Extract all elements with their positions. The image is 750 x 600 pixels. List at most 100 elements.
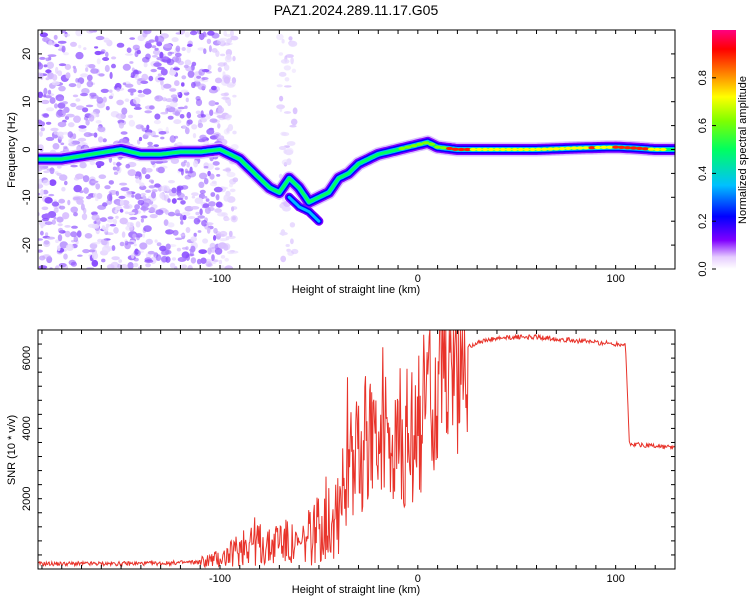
noise-dot — [57, 223, 63, 227]
noise-dot — [133, 106, 142, 110]
noise-dot — [60, 142, 65, 146]
noise-dot — [116, 99, 124, 106]
noise-dot — [88, 249, 96, 253]
noise-dot — [193, 217, 201, 225]
noise-dot — [217, 123, 221, 129]
noise-dot — [181, 47, 186, 51]
ridge-hotspot — [451, 147, 459, 151]
noise-dot — [119, 208, 124, 213]
noise-dot — [186, 45, 191, 54]
noise-dot — [85, 119, 90, 126]
noise-dot — [186, 161, 190, 168]
noise-dot — [43, 94, 47, 98]
ridge-hotspot — [647, 147, 655, 151]
noise-dot — [196, 75, 202, 79]
noise-dot — [215, 41, 220, 45]
noise-dot — [131, 253, 135, 259]
noise-dot — [88, 114, 95, 122]
noise-dot — [171, 257, 177, 261]
noise-dot — [217, 135, 225, 142]
noise-dot — [198, 68, 205, 76]
noise-dot — [215, 194, 220, 201]
noise-dot — [105, 106, 110, 111]
noise-dot — [141, 167, 147, 175]
colorbar-tick-label: 0.8 — [697, 70, 709, 85]
noise-dot — [157, 73, 163, 77]
noise-dot — [140, 218, 144, 223]
noise-dot — [170, 101, 178, 108]
noise-dot — [58, 63, 67, 67]
noise-dot — [283, 111, 292, 114]
noise-dot — [95, 120, 102, 124]
noise-dot — [204, 206, 211, 214]
ridge-hotspot — [416, 142, 424, 146]
noise-dot — [159, 51, 164, 59]
ridge-hotspot — [546, 147, 554, 151]
noise-dot — [229, 188, 236, 193]
noise-dot — [168, 180, 175, 184]
noise-dot — [53, 34, 58, 40]
noise-dot — [177, 92, 181, 96]
noise-dot — [54, 265, 60, 269]
noise-dot — [52, 143, 60, 150]
noise-dot — [89, 160, 96, 166]
noise-dot — [44, 221, 53, 226]
noise-dot — [134, 171, 142, 178]
noise-dot — [211, 48, 218, 53]
noise-dot — [219, 230, 228, 237]
noise-dot — [113, 218, 118, 225]
noise-dot — [149, 214, 158, 219]
noise-dot — [93, 221, 97, 224]
noise-dot — [137, 35, 145, 42]
noise-dot — [65, 113, 75, 118]
noise-dot — [203, 165, 209, 169]
ridge-hotspot — [570, 146, 578, 150]
noise-dot — [91, 241, 101, 245]
y-tick-label: 20 — [21, 48, 33, 60]
noise-dot — [203, 48, 207, 55]
ridge-hotspot — [475, 147, 483, 152]
noise-dot — [185, 227, 191, 233]
noise-dot — [148, 185, 156, 189]
ridge-hotspot — [463, 147, 471, 152]
noise-dot — [102, 138, 107, 143]
noise-dot — [114, 82, 122, 90]
noise-dot — [157, 66, 165, 70]
noise-dot — [54, 43, 60, 48]
noise-dot — [51, 201, 60, 207]
noise-dot — [139, 242, 148, 250]
noise-dot — [107, 216, 114, 220]
noise-dot — [152, 55, 158, 58]
noise-dot — [151, 191, 156, 199]
noise-dot — [199, 208, 203, 216]
noise-dot — [56, 172, 62, 176]
noise-dot — [65, 72, 71, 79]
ridge-hotspot — [653, 147, 661, 152]
noise-dot — [51, 219, 56, 225]
noise-dot — [213, 235, 217, 241]
noise-dot — [73, 115, 81, 123]
noise-dot — [232, 177, 239, 183]
noise-dot — [187, 170, 197, 178]
noise-dot — [120, 187, 130, 192]
noise-dot — [214, 102, 219, 105]
ridge-hotspot — [404, 145, 412, 149]
noise-dot — [70, 231, 78, 238]
noise-dot — [229, 183, 233, 188]
noise-dot — [226, 53, 232, 61]
noise-dot — [38, 178, 43, 185]
noise-dot — [101, 225, 106, 231]
noise-dot — [231, 77, 237, 84]
noise-dot — [47, 54, 57, 57]
ridge-hotspot — [659, 147, 667, 152]
ridge-hotspot — [487, 147, 495, 152]
noise-dot — [57, 234, 63, 242]
noise-dot — [159, 192, 165, 199]
noise-dot — [57, 121, 67, 128]
noise-dot — [163, 83, 172, 89]
noise-dot — [113, 171, 119, 175]
noise-dot — [180, 161, 186, 167]
noise-dot — [191, 61, 197, 67]
noise-dot — [141, 195, 147, 201]
